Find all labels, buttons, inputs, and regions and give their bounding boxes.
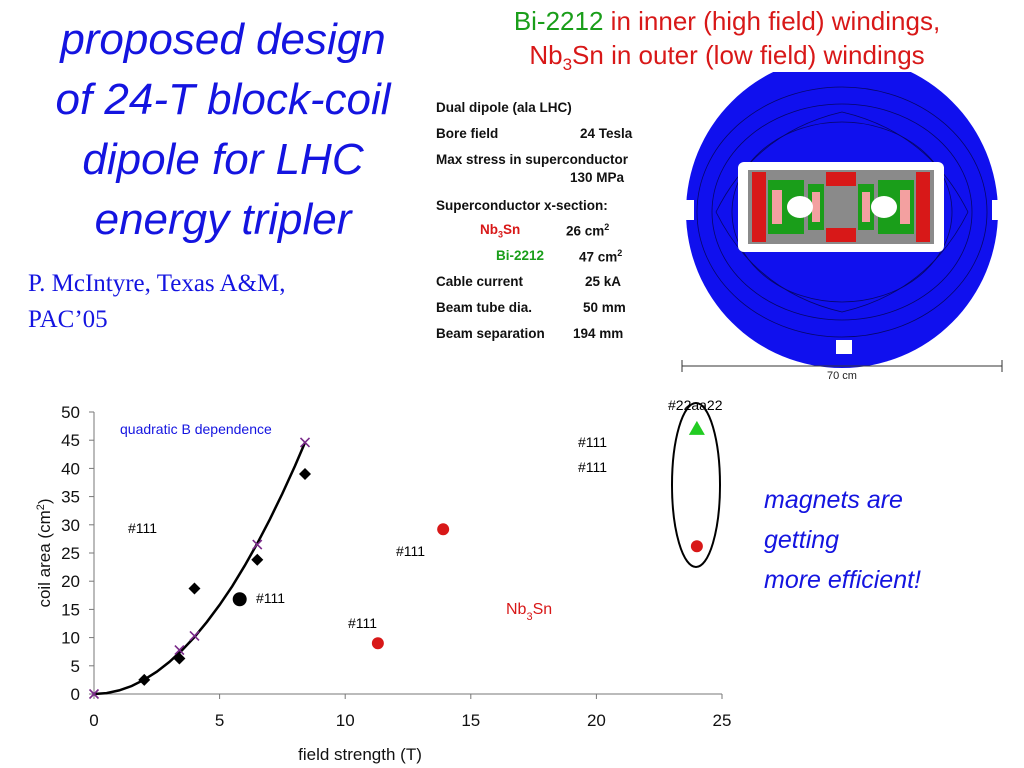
y-tick-label: 25	[61, 544, 80, 563]
Bi-2212: #22aa22	[668, 397, 723, 413]
fit-point-cross	[299, 437, 311, 448]
label-nb3sn: Nb3Sn	[506, 601, 552, 623]
NbTi: #111	[128, 520, 157, 536]
y-tick-label: 40	[61, 459, 80, 478]
beam-bore-right	[871, 196, 897, 218]
spec-cable-value: 25 kA	[585, 274, 622, 289]
coil-area-chart: 0 5 10 15 20 25 30 35 40 45 50 0 5 10 15 20 25 field stre…	[35, 397, 732, 764]
header-line-2-rest: Sn in outer (low field) windings	[572, 40, 925, 70]
y-tick-label: 10	[61, 629, 80, 648]
author-line-1: P. McIntyre, Texas A&M,	[28, 270, 286, 297]
spec-tube-label: Beam tube dia.	[436, 300, 533, 315]
note-line-3: more efficient!	[764, 566, 922, 594]
(5.6 cm): #111	[578, 459, 607, 475]
nbti-magnet-point	[173, 652, 186, 665]
slide-title: proposed design of 24-T block-coil dipol…	[18, 10, 428, 250]
fit-point-cross	[88, 688, 100, 700]
title-line-3: dipole for LHC	[82, 135, 364, 184]
y-tick-label: 20	[61, 572, 80, 591]
x-tick-label: 10	[336, 711, 355, 730]
spec-bore-label: Bore field	[436, 126, 499, 141]
y-tick-label: 0	[71, 685, 80, 704]
y-tick-label: 30	[61, 516, 80, 535]
spec-xsec-label: Superconductor x-section:	[436, 198, 608, 213]
magnet-header: Bi-2212 in inner (high field) windings, …	[432, 4, 1022, 82]
header-line-1: Bi-2212 in inner (high field) windings,	[432, 4, 1022, 38]
magnet-cross-section: 70 cm	[680, 72, 1006, 382]
LHC Tripler: #111	[578, 434, 607, 450]
beam-bore-left	[787, 196, 813, 218]
spec-cable-label: Cable current	[436, 274, 524, 289]
y-tick-label: 35	[61, 488, 80, 507]
x-tick-label: 20	[587, 711, 606, 730]
nbti-magnet-point	[251, 553, 264, 566]
nb3sn-magnet-point	[437, 523, 450, 536]
nb3sn-magnet-point	[690, 540, 703, 553]
x-tick-label: 5	[215, 711, 224, 730]
spec-stress-label: Max stress in superconductor	[436, 152, 629, 167]
spec-bi2212-label: Bi-2212	[496, 248, 545, 263]
bi2212-point	[688, 420, 705, 435]
spec-bore-value: 24 Tesla	[580, 126, 633, 141]
spec-stress-value: 130 MPa	[570, 170, 625, 185]
scale-label: 70 cm	[827, 370, 857, 382]
header-line-2: Nb3Sn in outer (low field) windings	[432, 38, 1022, 82]
SuperSPS: #111	[256, 590, 285, 606]
header-nb: Nb	[529, 40, 563, 70]
curve-label: quadratic B dependence	[120, 421, 272, 437]
spec-nb3sn-label: Nb3Sn	[480, 222, 521, 240]
nbti-magnet-point	[188, 582, 201, 595]
lhc-tripler-ellipse	[671, 402, 721, 568]
title-line-2: of 24-T block-coil	[55, 75, 391, 124]
x-tick-label: 0	[89, 711, 98, 730]
y-tick-label: 45	[61, 431, 80, 450]
spec-sep-label: Beam separation	[436, 326, 545, 341]
y-tick-label: 50	[61, 403, 80, 422]
spec-tube-value: 50 mm	[583, 300, 626, 315]
port-right	[992, 200, 1006, 220]
header-bi2212: Bi-2212	[513, 6, 604, 36]
pink-inserts	[772, 190, 910, 224]
port-bottom	[836, 340, 852, 354]
TAMU4 (3 cm): #111	[396, 543, 425, 559]
x-tick-label: 25	[713, 711, 732, 730]
note-line-1: magnets are	[764, 486, 903, 514]
y-tick-label: 5	[71, 657, 80, 676]
y-tick-label: 15	[61, 600, 80, 619]
header-sub-3: 3	[562, 55, 573, 75]
title-line-4: energy tripler	[94, 195, 352, 244]
header-line-1-rest: in inner (high field) windings,	[603, 6, 941, 36]
note-line-2: getting	[764, 526, 840, 554]
spec-nb3sn-value: 26 cm2	[566, 222, 610, 239]
spec-sep-value: 194 mm	[573, 326, 624, 341]
spec-bi2212-value: 47 cm2	[579, 248, 623, 265]
fit-point-cross	[189, 630, 200, 641]
y-axis-title: coil area (cm2)	[35, 498, 54, 607]
nbti-magnet-point	[299, 468, 312, 481]
port-left	[680, 200, 694, 220]
efficiency-note: magnets are getting more efficient!	[764, 480, 921, 600]
quadratic-fit-curve	[93, 442, 307, 696]
x-tick-label: 15	[461, 711, 480, 730]
fit-point-cross	[174, 644, 185, 656]
nbti-magnet-point	[138, 673, 151, 686]
author-line-2: PAC’05	[28, 306, 108, 333]
nb3sn-magnet-point	[371, 637, 384, 650]
microbore: #111	[348, 615, 377, 631]
x-axis-title: field strength (T)	[298, 745, 422, 764]
fit-point-cross	[252, 539, 263, 550]
supersps-point	[232, 592, 247, 607]
outer-windings-nb3sn	[752, 172, 930, 242]
author-credit: P. McIntyre, Texas A&M, PAC’05	[28, 266, 286, 338]
title-line-1: proposed design	[60, 15, 386, 64]
spec-heading: Dual dipole (ala LHC)	[436, 100, 572, 115]
